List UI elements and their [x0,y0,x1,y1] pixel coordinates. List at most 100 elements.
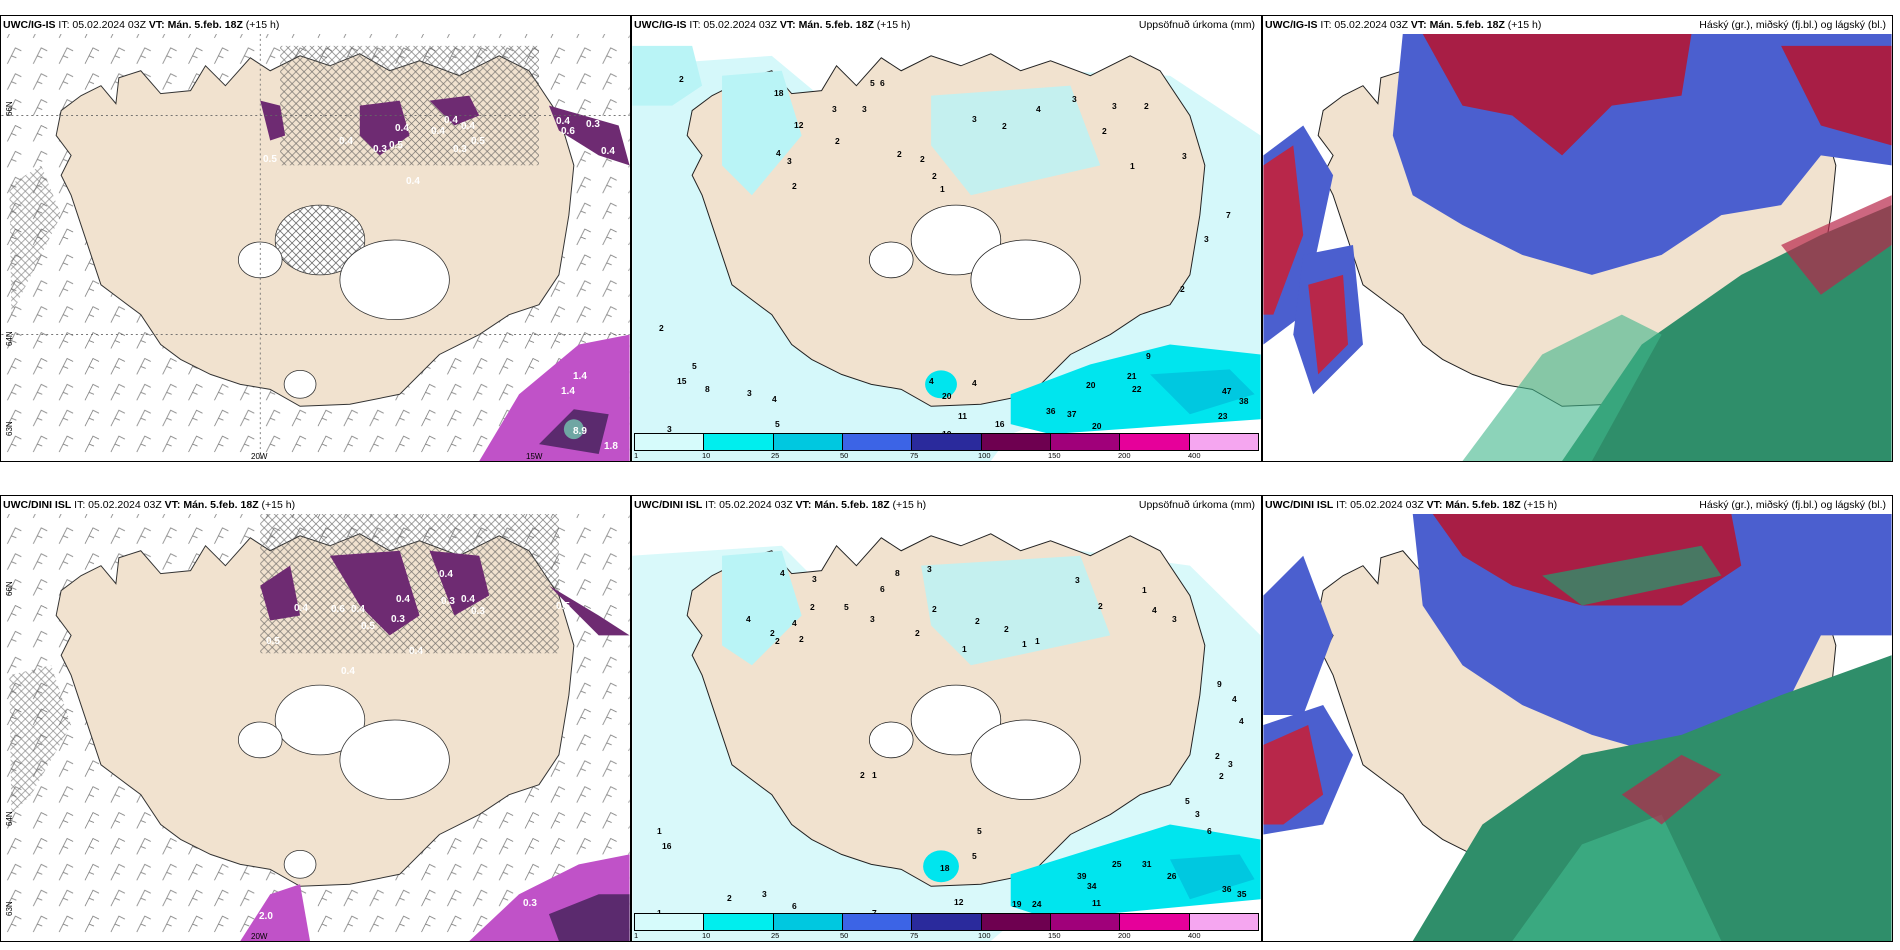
precip-value: 4 [746,614,751,624]
precip-value: 3 [972,114,977,124]
precip-value: 4 [792,618,797,628]
legend-label: 50 [840,931,849,940]
model-name: UWC/DINI ISL [1265,499,1334,511]
valid-time: Mán. 5.feb. 18Z [183,499,259,511]
legend-label: 75 [910,931,919,940]
legend-swatch [1120,434,1190,450]
snow-value: 0.4 [294,603,308,614]
precip-value: 2 [727,893,732,903]
precip-value: 3 [1204,234,1209,244]
precip-value: 16 [662,841,672,851]
panel-header: UWC/IG-IS IT: 05.02.2024 03Z VT: Mán. 5.… [632,16,1261,34]
snow-value: 1.8 [604,441,618,452]
lat-label: 63N [5,901,14,916]
precip-value: 3 [870,614,875,624]
snow-value: 0.4 [341,666,355,677]
precip-value: 5 [977,826,982,836]
precip-value: 2 [1219,771,1224,781]
precip-value: 8 [705,384,710,394]
valid-label: VT: [779,19,796,31]
precip-value: 1 [1130,161,1135,171]
lead-time: (+15 h) [892,499,927,511]
legend-label: 75 [910,451,919,460]
precip-value: 12 [954,897,964,907]
precip-value: 6 [792,901,797,911]
precip-value: 4 [972,378,977,388]
precip-value: 2 [810,602,815,612]
precip-value: 36 [1222,884,1232,894]
valid-time: Mán. 5.feb. 18Z [1445,499,1521,511]
lat-label: 63N [5,421,14,436]
precip-value: 2 [897,149,902,159]
precip-value: 1 [1142,585,1147,595]
init-time: IT: 05.02.2024 03Z [1336,499,1424,511]
snow-value: 0.5 [266,636,280,647]
legend-swatch [1050,434,1121,450]
legend-label: 50 [840,451,849,460]
precip-value: 6 [1207,826,1212,836]
snow-value: 0.6 [561,126,575,137]
lead-time: (+15 h) [1523,499,1558,511]
precip-value: 4 [1152,605,1157,615]
snow-value: 0.3 [373,144,387,155]
valid-time: Mán. 5.feb. 18Z [1429,19,1505,31]
precip-value: 39 [1077,871,1087,881]
precip-value: 5 [775,419,780,429]
precip-value: 3 [832,104,837,114]
precip-value: 5 [1185,796,1190,806]
precip-value: 4 [776,148,781,158]
precip-value: 3 [1172,614,1177,624]
snow-value: 0.4 [406,176,420,187]
precip-value: 4 [772,394,777,404]
wind-snow-map [1,513,630,941]
precip-value: 3 [1182,151,1187,161]
precip-value: 18 [940,863,950,873]
panel-igis-wind: UWC/IG-IS IT: 05.02.2024 03Z VT: Mán. 5.… [0,15,631,462]
precip-value: 3 [1075,575,1080,585]
precip-value: 2 [792,181,797,191]
precip-value: 2 [975,616,980,626]
panel-header: UWC/DINI ISL IT: 05.02.2024 03Z VT: Mán.… [632,496,1261,514]
precip-value: 2 [775,636,780,646]
lat-label: 66N [5,101,14,116]
map-title: Uppsöfnuð úrkoma (mm) [1138,19,1255,31]
legend-swatch [1189,914,1258,930]
precip-value: 3 [747,388,752,398]
precip-value: 2 [932,604,937,614]
precip-value: 5 [870,78,875,88]
precip-value: 3 [667,424,672,434]
precip-value: 2 [1002,121,1007,131]
legend-swatch [912,914,982,930]
snow-value: 0.3 [523,898,537,909]
snow-value: 0.5 [556,601,570,612]
precip-value: 2 [920,154,925,164]
precip-value: 5 [844,602,849,612]
cloud-map [1263,513,1892,941]
legend-label: 200 [1118,451,1131,460]
panel-dini-cloud: UWC/DINI ISL IT: 05.02.2024 03Z VT: Mán.… [1262,495,1893,942]
snow-value: 0.3 [471,606,485,617]
precip-value: 22 [1132,384,1142,394]
panel-igis-cloud: UWC/IG-IS IT: 05.02.2024 03Z VT: Mán. 5.… [1262,15,1893,462]
snow-value: 0.4 [351,604,365,615]
precip-value: 2 [770,628,775,638]
lon-label: 15W [526,452,543,461]
panel-header: UWC/IG-IS IT: 05.02.2024 03Z VT: Mán. 5.… [1263,16,1892,34]
init-time: IT: 05.02.2024 03Z [705,499,793,511]
precip-map [632,45,1261,461]
legend-swatch [981,914,1051,930]
valid-label: VT: [795,499,812,511]
lon-label: 20W [251,452,268,461]
legend-label: 25 [771,451,780,460]
precip-value: 2 [932,171,937,181]
precip-value: 4 [929,376,934,386]
precip-legend: 1 10 25 50 75 100 150 200 400 [634,913,1259,940]
precip-value: 16 [995,419,1005,429]
precip-value: 24 [1032,899,1042,909]
panel-dini-precip: UWC/DINI ISL IT: 05.02.2024 03Z VT: Mán.… [631,495,1262,942]
precip-value: 2 [659,323,664,333]
precip-value: 18 [774,88,784,98]
map-title: Háský (gr.), miðský (fj.bl.) og lágský (… [1699,19,1886,31]
precip-value: 3 [812,574,817,584]
precip-value: 38 [1239,396,1249,406]
